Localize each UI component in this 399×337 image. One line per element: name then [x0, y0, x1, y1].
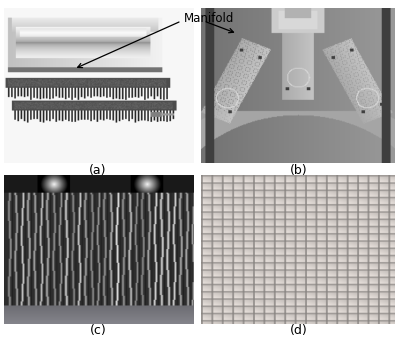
- Text: Manifold: Manifold: [184, 12, 234, 25]
- Text: (a): (a): [89, 164, 107, 177]
- Text: (c): (c): [89, 324, 106, 337]
- Text: (b): (b): [290, 164, 307, 177]
- Text: (d): (d): [290, 324, 307, 337]
